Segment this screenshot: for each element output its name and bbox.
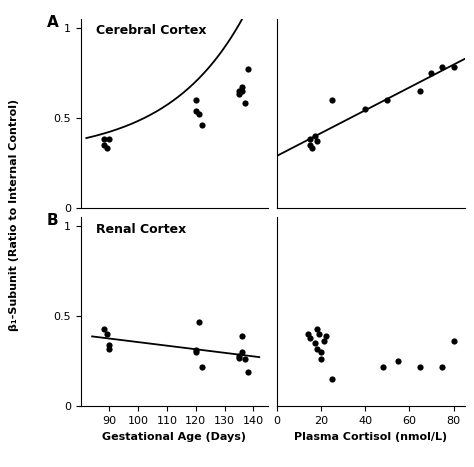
Point: [319, 338, 327, 345]
Point: [100, 325, 108, 333]
Point: [328, 375, 336, 383]
Point: [235, 87, 243, 94]
Point: [395, 358, 402, 365]
Point: [103, 145, 110, 152]
Point: [450, 338, 457, 345]
Text: β₁-Subunit (Ratio to Internal Control): β₁-Subunit (Ratio to Internal Control): [9, 99, 19, 331]
Point: [362, 105, 369, 113]
Text: B: B: [47, 213, 58, 228]
X-axis label: Gestational Age (Days): Gestational Age (Days): [102, 432, 246, 442]
Point: [106, 341, 113, 349]
Point: [439, 64, 447, 71]
Point: [195, 318, 202, 325]
Point: [313, 345, 321, 353]
Point: [439, 363, 447, 370]
Point: [417, 363, 424, 370]
Point: [235, 354, 243, 361]
Point: [304, 331, 312, 338]
Point: [106, 135, 113, 143]
Point: [192, 96, 200, 104]
Text: Renal Cortex: Renal Cortex: [96, 223, 186, 236]
X-axis label: Plasma Cortisol (nmol/L): Plasma Cortisol (nmol/L): [294, 432, 447, 442]
Point: [244, 368, 252, 376]
Point: [241, 99, 248, 107]
Point: [311, 340, 319, 347]
Text: Cerebral Cortex: Cerebral Cortex: [96, 24, 206, 37]
Point: [307, 135, 314, 143]
Point: [307, 141, 314, 149]
Point: [244, 65, 252, 73]
Point: [238, 87, 246, 94]
Point: [238, 333, 246, 340]
Point: [379, 363, 387, 370]
Point: [100, 141, 108, 149]
Point: [103, 331, 110, 338]
Text: A: A: [47, 15, 59, 30]
Point: [241, 356, 248, 363]
Point: [313, 137, 321, 145]
Point: [383, 96, 391, 104]
Point: [322, 333, 329, 340]
Point: [450, 64, 457, 71]
Point: [313, 325, 321, 333]
Point: [100, 135, 108, 143]
Point: [318, 356, 325, 363]
Point: [311, 132, 319, 140]
Point: [238, 348, 246, 356]
Point: [318, 348, 325, 356]
Point: [192, 348, 200, 356]
Point: [195, 110, 202, 118]
Point: [315, 331, 323, 338]
Point: [106, 345, 113, 353]
Point: [428, 69, 435, 77]
Point: [192, 347, 200, 354]
Point: [417, 87, 424, 94]
Point: [328, 96, 336, 104]
Point: [235, 91, 243, 98]
Point: [192, 107, 200, 114]
Point: [198, 121, 205, 129]
Point: [198, 363, 205, 370]
Point: [235, 352, 243, 360]
Point: [307, 334, 314, 341]
Point: [309, 145, 316, 152]
Point: [238, 84, 246, 91]
